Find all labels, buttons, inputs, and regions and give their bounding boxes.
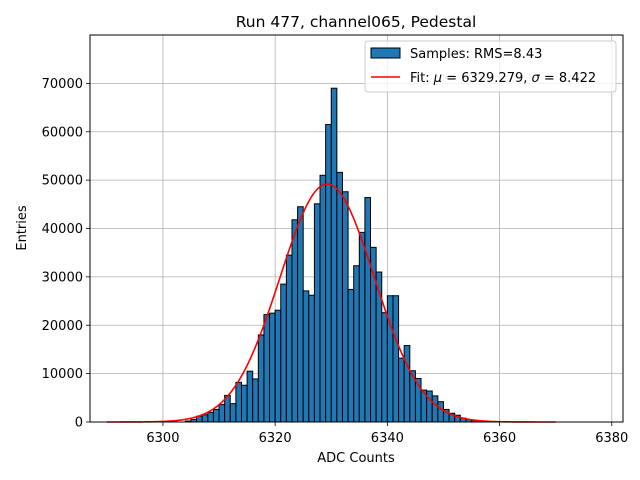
legend-fit-sigma-symbol: σ xyxy=(532,71,541,86)
histogram-bar xyxy=(212,408,220,423)
chart-title: Run 477, channel065, Pedestal xyxy=(236,13,477,31)
histogram-bar xyxy=(291,219,299,423)
legend-histogram-label: Samples: RMS=8.43 xyxy=(410,47,542,62)
histogram-bar xyxy=(353,265,360,423)
histogram-bar xyxy=(403,345,411,423)
histogram-bar xyxy=(358,231,366,423)
legend-fit-sigma-value: = 8.422 xyxy=(540,71,596,86)
histogram-bar xyxy=(325,123,332,423)
histogram-bar xyxy=(297,206,304,423)
legend-fit-mu-symbol: μ xyxy=(433,71,442,86)
legend-fit-mu-value: = 6329.279, xyxy=(442,71,531,86)
histogram-bar xyxy=(381,312,388,423)
legend-box xyxy=(364,40,617,93)
x-tick-label: 6300 xyxy=(146,431,179,446)
legend-fit-label: Fit: μ = 6329.279, σ = 8.422 xyxy=(410,71,596,86)
histogram-bar xyxy=(302,290,310,423)
histogram-bars xyxy=(184,87,489,423)
histogram-bar xyxy=(431,395,439,423)
grid xyxy=(90,35,623,423)
histogram-bar xyxy=(347,288,355,423)
histogram-bar xyxy=(235,381,242,423)
y-tick-label: 0 xyxy=(75,416,83,431)
y-tick-label: 10000 xyxy=(42,367,83,382)
histogram-bar xyxy=(398,357,405,423)
histogram-bar xyxy=(308,294,315,423)
fit-curve-layer xyxy=(106,183,556,423)
y-tick-label: 60000 xyxy=(42,125,83,140)
histogram-bar xyxy=(274,309,282,423)
gaussian-fit-curve xyxy=(106,183,556,423)
histogram-bar xyxy=(257,334,265,423)
legend-bar-swatch xyxy=(370,47,401,59)
histogram-bar xyxy=(252,378,259,423)
histogram-bar xyxy=(364,197,372,423)
x-tick-label: 6380 xyxy=(595,431,628,446)
histogram-bar xyxy=(426,390,433,423)
y-tick-label: 70000 xyxy=(42,77,83,92)
y-axis-label: Entries xyxy=(15,205,30,251)
histogram-bar xyxy=(229,403,237,423)
legend-fit-prefix: Fit: xyxy=(410,71,434,86)
histogram-bar xyxy=(341,191,349,423)
y-tick-label: 20000 xyxy=(42,319,83,334)
x-tick-label: 6340 xyxy=(371,431,404,446)
histogram-bar xyxy=(218,404,226,423)
histogram-bar xyxy=(437,401,444,423)
histogram-bar xyxy=(392,295,400,423)
y-axis-ticks: 0 10000 20000 30000 40000 50000 60000 70000 xyxy=(42,77,90,431)
x-axis-label: ADC Counts xyxy=(317,451,395,466)
histogram-bar xyxy=(269,312,276,423)
histogram-bar xyxy=(280,283,287,423)
histogram-bar xyxy=(386,295,394,423)
histogram-bar xyxy=(336,171,343,423)
x-axis-ticks: 6300 6320 6340 6360 6380 xyxy=(146,422,628,446)
histogram-bar xyxy=(330,87,338,423)
histogram-bar xyxy=(375,271,383,423)
y-tick-label: 50000 xyxy=(42,174,83,189)
histogram-bar xyxy=(201,414,209,423)
histogram-bar xyxy=(240,384,248,423)
x-tick-label: 6360 xyxy=(483,431,516,446)
histogram-bar xyxy=(207,411,214,423)
histogram-bar xyxy=(246,370,254,423)
x-tick-label: 6320 xyxy=(259,431,292,446)
histogram-bar xyxy=(285,254,293,423)
y-tick-label: 40000 xyxy=(42,222,83,237)
y-tick-label: 30000 xyxy=(42,270,83,285)
legend: Samples: RMS=8.43 Fit: μ = 6329.279, σ =… xyxy=(364,40,617,93)
histogram-bar xyxy=(319,174,327,423)
histogram-bar xyxy=(263,314,271,423)
histogram-bar xyxy=(313,203,321,423)
